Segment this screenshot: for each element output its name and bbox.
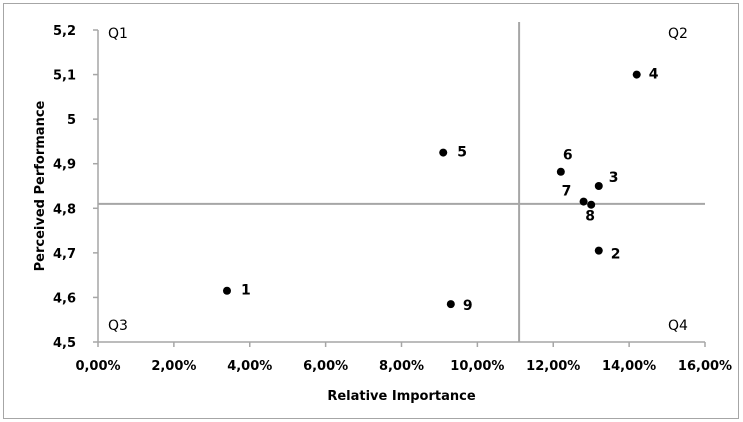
data-point-label-9: 9	[463, 298, 473, 314]
x-axis-title: Relative Importance	[327, 389, 476, 404]
x-tick-label: 8,00%	[379, 359, 424, 374]
y-tick-label: 4,5	[53, 336, 76, 351]
chart-frame	[3, 3, 739, 419]
data-point-label-8: 8	[585, 209, 595, 225]
data-point-label-3: 3	[609, 170, 619, 186]
data-point-4	[632, 70, 641, 79]
y-axis-title: Perceived Performance	[33, 100, 48, 271]
data-point-label-5: 5	[457, 145, 467, 161]
quadrant-label-q2: Q2	[668, 26, 688, 42]
x-tick-label: 0,00%	[75, 359, 120, 374]
x-tick-label: 2,00%	[151, 359, 196, 374]
y-tick-label: 4,8	[53, 202, 76, 217]
y-tick-label: 5,2	[53, 24, 76, 39]
data-point-label-1: 1	[241, 283, 251, 299]
data-point-label-7: 7	[562, 184, 572, 200]
y-tick-label: 4,6	[53, 291, 76, 306]
data-point-label-4: 4	[649, 67, 659, 83]
y-tick-label: 5,1	[53, 69, 76, 84]
y-tick-label: 5	[67, 113, 76, 128]
x-tick-label: 6,00%	[303, 359, 348, 374]
x-tick-label: 10,00%	[450, 359, 504, 374]
y-tick-label: 4,9	[53, 158, 76, 173]
data-point-6	[556, 167, 565, 176]
data-point-8	[587, 200, 596, 209]
x-tick-label: 4,00%	[227, 359, 272, 374]
data-point-3	[594, 182, 603, 190]
quadrant-label-q3: Q3	[108, 318, 128, 334]
x-tick-label: 12,00%	[526, 359, 580, 374]
quadrant-label-q4: Q4	[668, 318, 688, 334]
data-point-9	[446, 300, 455, 309]
data-point-5	[439, 148, 448, 157]
data-point-2	[594, 246, 603, 255]
quadrant-label-q1: Q1	[108, 26, 128, 42]
data-point-7	[579, 197, 588, 206]
x-tick-label: 14,00%	[602, 359, 656, 374]
data-point-label-6: 6	[563, 148, 573, 164]
data-point-label-2: 2	[611, 247, 621, 263]
y-tick-label: 4,7	[53, 247, 76, 262]
x-tick-label: 16,00%	[678, 359, 732, 374]
data-point-1	[222, 286, 231, 295]
